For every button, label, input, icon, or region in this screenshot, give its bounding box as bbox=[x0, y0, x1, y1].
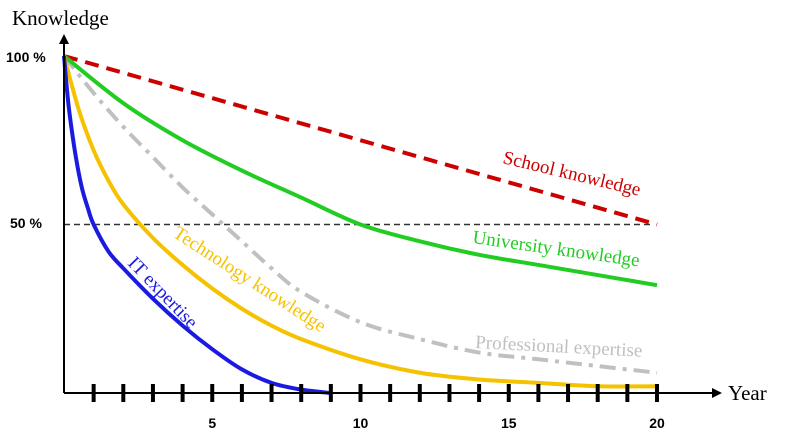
series-label-school: School knowledge bbox=[501, 147, 643, 200]
x-axis-title: Year bbox=[728, 381, 767, 405]
x-tick-label: 10 bbox=[353, 415, 369, 431]
series-line-technology-knowledge bbox=[62, 55, 658, 389]
series-line-professional-expertise bbox=[62, 54, 658, 375]
x-tick-label: 15 bbox=[501, 415, 517, 431]
series-line-it-expertise bbox=[62, 55, 332, 395]
series-line-university-knowledge bbox=[62, 54, 658, 288]
series-line-school-knowledge bbox=[63, 54, 658, 227]
x-tick-label: 5 bbox=[208, 415, 216, 431]
y-tick-label-100: 100 % bbox=[6, 49, 46, 65]
y-axis-title: Knowledge bbox=[12, 6, 109, 30]
series-label-university: University knowledge bbox=[471, 227, 641, 271]
series-label-it: IT expertise bbox=[123, 253, 201, 333]
y-tick-label-50: 50 % bbox=[10, 215, 42, 231]
x-tick-label: 20 bbox=[649, 415, 665, 431]
series-layer bbox=[62, 54, 658, 395]
x-tick-layer: 5 10 15 20 bbox=[91, 384, 665, 431]
